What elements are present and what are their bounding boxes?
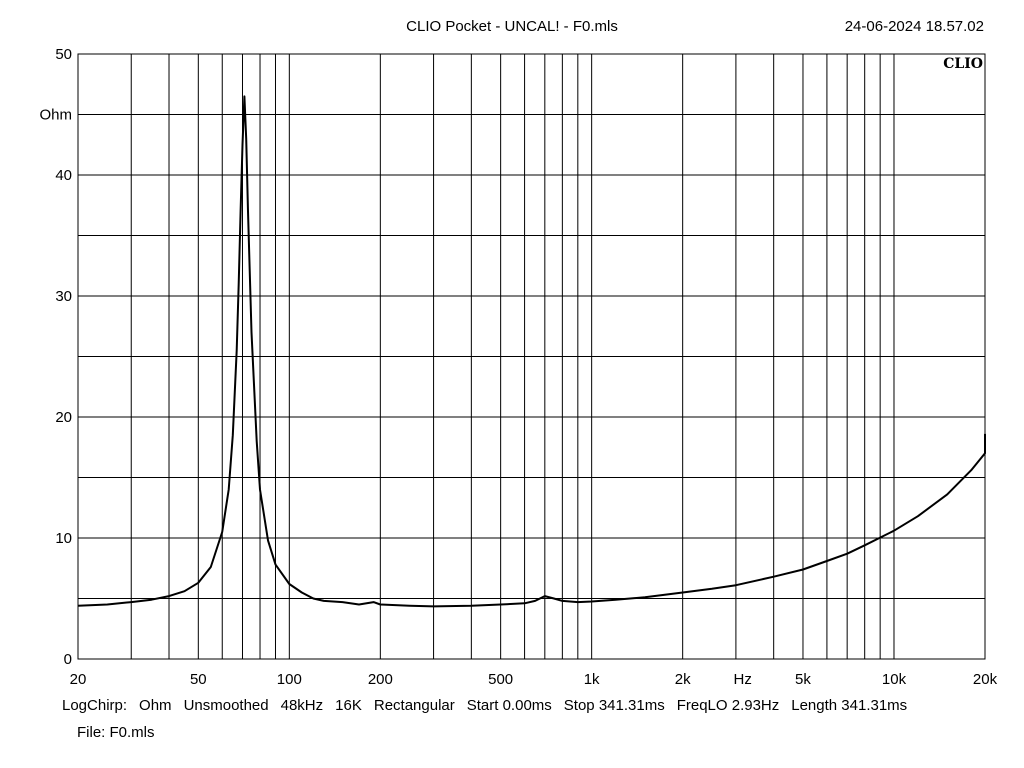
y-tick-label: 10 (55, 530, 72, 547)
clio-logo-text: CLIO (943, 56, 983, 72)
measurement-info-item: FreqLO 2.93Hz (676, 697, 780, 714)
measurement-info: LogChirp: Ohm Unsmoothed 48kHz 16K Rectangula… (62, 697, 919, 714)
x-tick-label: 20 (70, 671, 87, 688)
x-tick-label: 50 (190, 671, 207, 688)
measurement-info-item: LogChirp: (62, 697, 128, 714)
y-tick-label: 0 (64, 651, 72, 668)
measurement-info-item: 16K (335, 697, 362, 714)
x-tick-label: 100 (277, 671, 302, 688)
x-tick-label: 20k (973, 671, 998, 688)
x-tick-label: 10k (882, 671, 907, 688)
x-tick-label: 1k (584, 671, 600, 688)
x-tick-labels: 20 50 100 200 500 1k 2k 5k 10k 20k (70, 671, 998, 688)
x-tick-label: 500 (488, 671, 513, 688)
plot-frame (77, 53, 986, 660)
timestamp: 24-06-2024 18.57.02 (844, 18, 984, 35)
measurement-info-item: Length 341.31ms (791, 697, 908, 714)
y-axis-label: Ohm (39, 107, 72, 124)
file-name: File: F0.mls (77, 724, 155, 741)
grid-lines (78, 54, 985, 659)
measurement-info-item: Rectangular (373, 697, 455, 714)
impedance-curve (77, 95, 986, 608)
y-tick-label: 20 (55, 409, 72, 426)
x-tick-label: 200 (368, 671, 393, 688)
chart-title: CLIO Pocket - UNCAL! - F0.mls (406, 18, 618, 35)
x-axis-label: Hz (734, 671, 752, 688)
measurement-info-item: Unsmoothed (183, 697, 269, 714)
y-tick-label: 40 (55, 167, 72, 184)
y-tick-labels: 0 10 20 30 40 50 (55, 46, 72, 668)
y-tick-label: 30 (55, 288, 72, 305)
x-tick-label: 2k (675, 671, 691, 688)
measurement-info-item: Ohm (139, 697, 172, 714)
measurement-info-item: 48kHz (280, 697, 324, 714)
y-tick-label: 50 (55, 46, 72, 63)
measurement-info-item: Stop 341.31ms (563, 697, 665, 714)
x-tick-label: 5k (795, 671, 811, 688)
measurement-info-item: Start 0.00ms (466, 697, 552, 714)
